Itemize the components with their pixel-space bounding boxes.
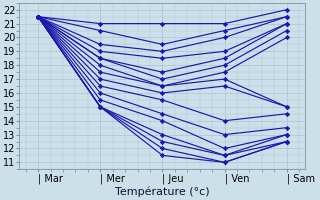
X-axis label: Température (°c): Température (°c) xyxy=(115,187,210,197)
